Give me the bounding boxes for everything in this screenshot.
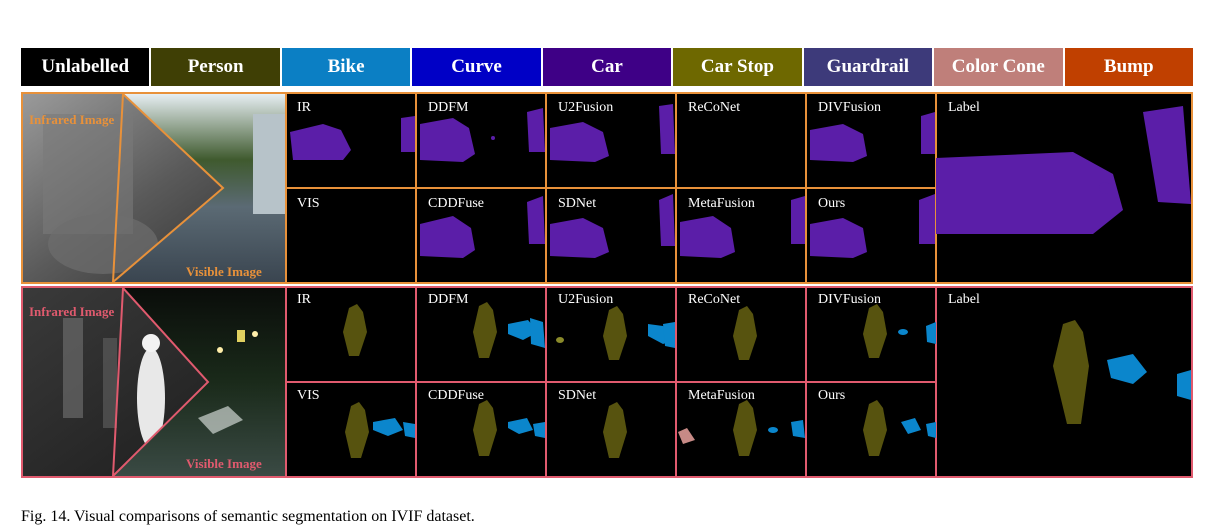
infrared-image-label: Infrared Image [29,112,115,127]
panel-label-metafusion: MetaFusion [688,196,755,211]
source-image-night [23,288,285,476]
legend-label: Person [187,56,244,77]
panel-label-sdnet: SDNet [558,196,597,211]
panel-label-reconet: ReCoNet [688,292,741,307]
panel-label-ddfm: DDFM [428,100,469,115]
legend-person: Person [151,48,280,86]
legend-label: Guardrail [826,56,910,77]
segmentation-panels-night [23,288,1191,476]
segmentation-panels-day [23,94,1191,282]
panel-label-metafusion: MetaFusion [688,388,755,403]
panel-label-ground-truth: Label [948,100,980,115]
legend-color-cone: Color Cone [934,48,1063,86]
misc-segments-night [556,337,695,444]
class-legend: Unlabelled Person Bike Curve Car Car Sto… [21,48,1193,86]
comparison-row-night: Infrared Image Visible Image IR DDFM U2F… [21,286,1193,478]
visible-image-label: Visible Image [186,264,262,279]
panel-label-cddfuse: CDDFuse [428,196,485,211]
legend-car-stop: Car Stop [673,48,802,86]
panel-label-u2fusion: U2Fusion [558,100,614,115]
visible-image-label: Visible Image [186,456,262,471]
panel-label-ground-truth: Label [948,292,980,307]
legend-curve: Curve [412,48,541,86]
person-segments-night [343,302,1089,458]
comparison-row-day: Infrared Image Visible Image IR DDFM U2F… [21,92,1193,284]
panel-label-sdnet: SDNet [558,388,597,403]
legend-car: Car [542,48,672,86]
legend-unlabelled: Unlabelled [21,48,150,86]
panel-label-ours: Ours [818,388,846,403]
legend-label: Car [591,56,623,77]
legend-bump: Bump [1064,48,1193,86]
infrared-image-label: Infrared Image [29,304,115,319]
car-segments-day [290,104,1191,258]
panel-label-ours: Ours [818,196,846,211]
panel-label-vis: VIS [297,388,320,403]
panel-label-vis: VIS [297,196,320,211]
legend-label: Color Cone [951,56,1045,77]
bike-segments-night [373,318,1191,438]
panel-label-u2fusion: U2Fusion [558,292,614,307]
legend-bike: Bike [281,48,411,86]
legend-label: Unlabelled [41,56,130,77]
source-image-day [23,94,285,282]
figure-caption: Fig. 14. Visual comparisons of semantic … [21,508,475,525]
panel-label-ir: IR [297,100,311,115]
panel-label-ddfm: DDFM [428,292,469,307]
panel-grid-day [285,94,937,282]
legend-label: Curve [451,56,502,77]
panel-label-cddfuse: CDDFuse [428,388,485,403]
legend-guardrail: Guardrail [803,48,933,86]
legend-label: Car Stop [700,56,774,77]
legend-label: Bump [1103,56,1154,77]
panel-label-divfusion: DIVFusion [818,100,882,115]
legend-label: Bike [327,56,365,77]
panel-label-reconet: ReCoNet [688,100,741,115]
panel-grid-night [285,288,937,476]
panel-label-ir: IR [297,292,311,307]
panel-label-divfusion: DIVFusion [818,292,882,307]
